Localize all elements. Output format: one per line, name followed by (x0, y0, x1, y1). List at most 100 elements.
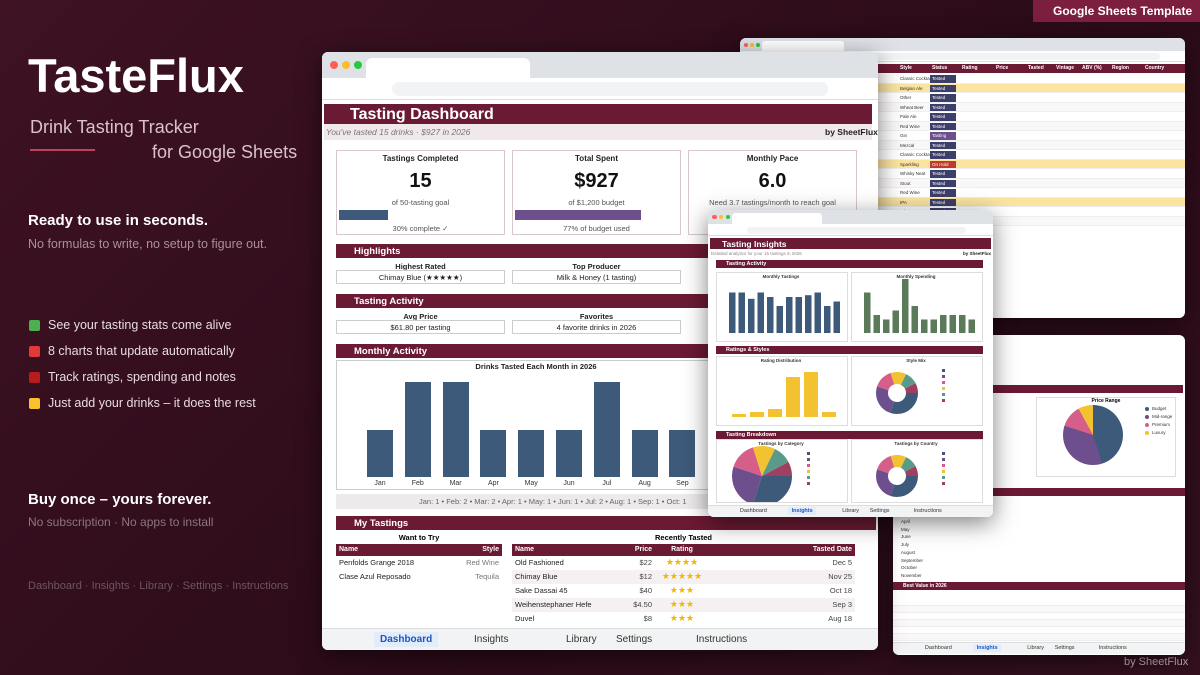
status: Tested (932, 142, 946, 148)
cell: June (901, 534, 911, 540)
window-dot (756, 42, 760, 47)
kpi-sub: of $1,200 budget (568, 198, 625, 207)
kpi-value: 6.0 (758, 170, 787, 192)
row (893, 627, 1185, 634)
chart-graphic (716, 356, 848, 426)
status: Tested (932, 85, 946, 91)
rating-stars: ★★★★★ (661, 571, 703, 581)
sheet-tab[interactable]: Insights (973, 644, 1001, 653)
chart-shape (942, 387, 945, 390)
offer-sub: No subscription · No apps to install (28, 515, 214, 529)
status-chip (930, 122, 956, 130)
x-tick-label: Feb (411, 480, 424, 487)
chart-shape (807, 464, 810, 467)
hero-subtitle: Drink Tasting Tracker (30, 117, 199, 137)
window-dot (719, 214, 724, 220)
column-header: ABV (%) (1082, 65, 1102, 71)
column-header: Vintage (1056, 65, 1074, 71)
section-title: Ratings & Styles (726, 347, 770, 353)
status-chip (930, 94, 956, 102)
sheet-tab[interactable]: Dashboard (739, 508, 767, 515)
sheet-tab[interactable]: Instructions (1098, 645, 1127, 652)
chart-shape (942, 458, 945, 461)
x-tick-label: Mar (449, 480, 462, 487)
chart-shape (942, 482, 945, 485)
sheet-tab[interactable]: Settings (869, 508, 890, 515)
chart-shape (807, 452, 810, 455)
row (740, 74, 1185, 84)
sheet-tab[interactable]: Library (842, 508, 859, 515)
item-value: 4 favorite drinks in 2026 (556, 323, 637, 332)
chart-shape (822, 412, 836, 417)
x-tick-label: May (524, 480, 538, 487)
window-dot (330, 61, 338, 69)
bar (442, 382, 469, 477)
item-label: Avg Price (403, 312, 438, 321)
cell: Stout (900, 180, 911, 186)
cell: $12 (639, 572, 652, 581)
caption: Jan: 1 • Feb: 2 • Mar: 2 • Apr: 1 • May:… (419, 497, 687, 506)
chart-shape (795, 297, 802, 333)
window-dot (750, 42, 754, 47)
chart-shape (942, 399, 945, 402)
sheet-subheader (324, 124, 872, 140)
sheet-tab[interactable]: Dashboard (924, 645, 952, 652)
chart-shape (807, 476, 810, 479)
footer-nav: Dashboard · Insights · Library · Setting… (28, 580, 289, 592)
chart-shape (807, 458, 810, 461)
sheet-tab[interactable]: Insights (474, 634, 509, 645)
sheet-tab[interactable]: Library (1027, 645, 1044, 652)
sheet-tab[interactable]: Library (566, 634, 597, 645)
browser-tab (366, 58, 530, 78)
cell: Duvel (515, 614, 535, 623)
chart-shape (732, 446, 792, 502)
divider (30, 149, 95, 151)
kpi-note: 30% complete ✓ (392, 224, 449, 233)
cell: $22 (639, 558, 652, 567)
cell: Other (900, 95, 912, 100)
status: Tasting (932, 133, 947, 138)
chart-shape (876, 372, 918, 414)
hero: TasteFlux Drink Tasting Tracker for Goog… (0, 0, 320, 675)
chart-shape (732, 446, 792, 502)
chart-graphic (851, 439, 983, 503)
kpi-label: Tastings Completed (382, 154, 459, 163)
legend-label: Luxury (1152, 430, 1166, 435)
cell: $4.50 (633, 600, 652, 609)
section-header (716, 260, 983, 268)
legend-swatch (1145, 431, 1149, 435)
feature: 8 charts that update automatically (48, 344, 235, 358)
bar (518, 429, 545, 477)
status-chip (930, 170, 956, 178)
chart-title: Style Mix (906, 358, 926, 363)
row (893, 613, 1185, 620)
window-dot (744, 42, 748, 47)
cell: Old Fashioned (515, 558, 564, 567)
item-value: $61.80 per tasting (390, 323, 451, 332)
chart-graphic (716, 439, 848, 503)
status-chip (930, 179, 956, 187)
chart-shape (776, 306, 783, 333)
chart-shape (738, 292, 745, 333)
summary: You've tasted 15 drinks · $927 in 2026 (326, 127, 471, 137)
cell: IPA (900, 199, 907, 205)
chart-title: Rating Distribution (760, 358, 802, 363)
sheet-tab[interactable]: Instructions (696, 634, 748, 645)
row (740, 150, 1185, 160)
sheet-tab[interactable]: Instructions (913, 508, 942, 515)
table-header (336, 544, 502, 556)
column-header: Status (932, 65, 948, 71)
row (893, 606, 1185, 613)
chart-shape (968, 319, 975, 333)
sheet-tab[interactable]: Settings (616, 634, 653, 645)
sheet-tab[interactable]: Settings (1054, 645, 1075, 652)
sheet-tabs (708, 505, 993, 517)
sheet-tab[interactable]: Dashboard (374, 632, 439, 647)
chart-shape (942, 381, 945, 384)
chart-graphic (851, 356, 983, 426)
table-header (512, 544, 855, 556)
bar (669, 429, 696, 477)
sheet-tab[interactable]: Insights (788, 507, 816, 516)
row (740, 197, 1185, 207)
